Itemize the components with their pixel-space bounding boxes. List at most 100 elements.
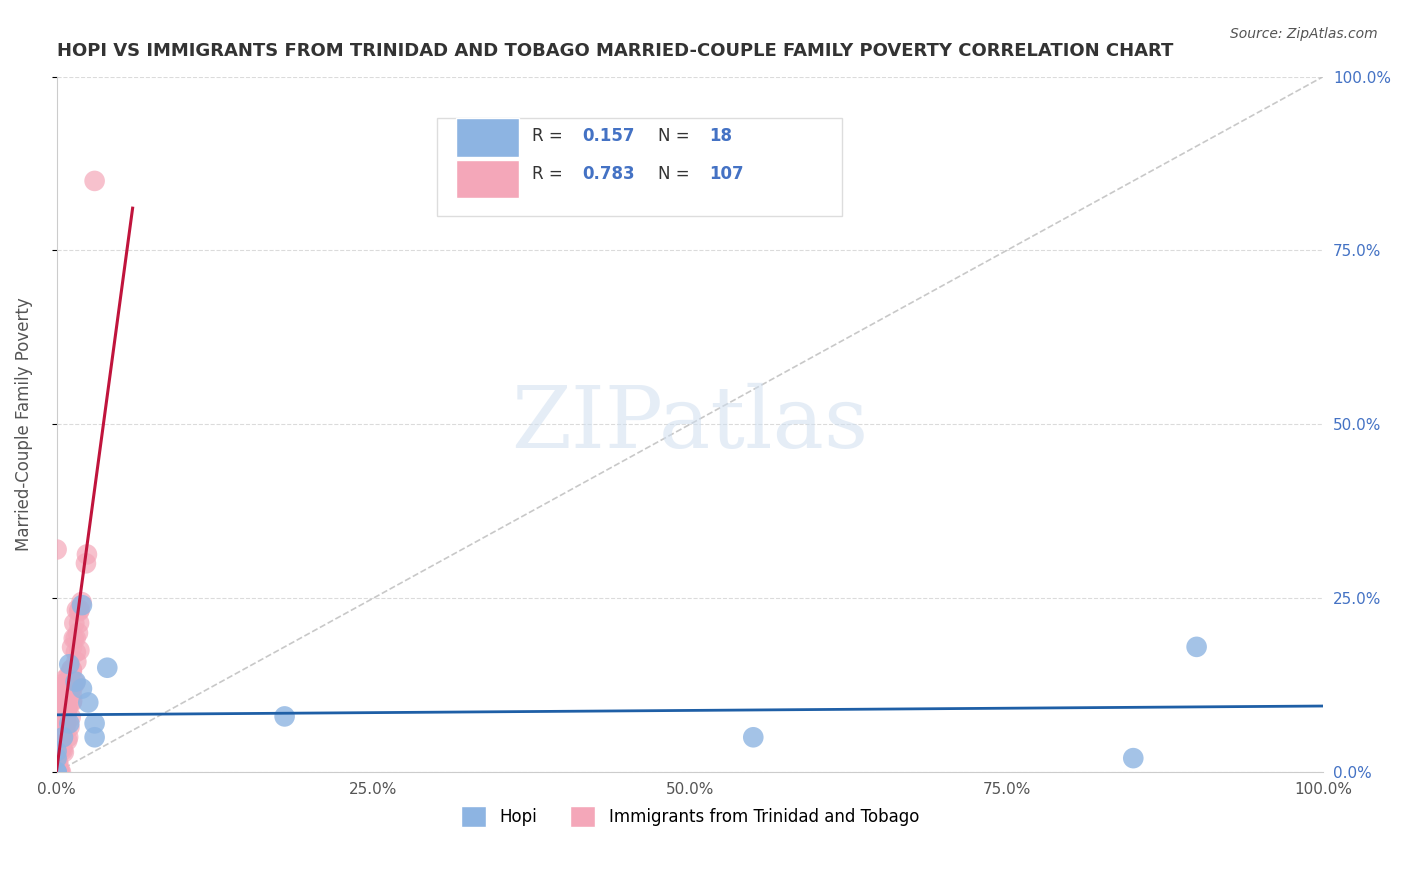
Legend: Hopi, Immigrants from Trinidad and Tobago: Hopi, Immigrants from Trinidad and Tobag…	[454, 799, 925, 833]
Point	[49, 734, 72, 748]
Point	[46, 736, 69, 750]
Point	[49, 726, 72, 740]
Point	[58, 720, 80, 734]
Point	[49, 730, 72, 744]
Point	[742, 731, 765, 745]
Point	[49, 722, 72, 736]
Point	[55, 717, 77, 731]
Point	[48, 765, 70, 780]
Point	[56, 690, 79, 705]
Point	[51, 688, 73, 702]
Point	[51, 732, 73, 747]
Point	[59, 679, 82, 693]
Point	[76, 548, 98, 562]
Point	[65, 674, 87, 689]
Point	[51, 741, 73, 756]
Point	[53, 700, 76, 714]
Point	[51, 741, 73, 756]
Point	[49, 741, 72, 756]
Point	[63, 675, 86, 690]
Point	[70, 681, 93, 696]
Point	[55, 706, 77, 721]
Point	[48, 731, 70, 745]
Point	[53, 673, 76, 687]
Point	[45, 735, 67, 749]
Point	[48, 765, 70, 780]
Point	[65, 645, 87, 659]
Point	[48, 727, 70, 741]
Point	[52, 745, 75, 759]
Point	[48, 734, 70, 748]
Point	[46, 740, 69, 755]
Point	[55, 706, 77, 721]
Text: 107: 107	[709, 165, 744, 183]
Point	[62, 632, 84, 646]
Point	[56, 674, 79, 689]
Point	[77, 696, 100, 710]
Point	[1185, 640, 1208, 654]
Point	[56, 733, 79, 747]
Point	[45, 746, 67, 760]
Point	[58, 677, 80, 691]
Y-axis label: Married-Couple Family Poverty: Married-Couple Family Poverty	[15, 297, 32, 551]
Point	[46, 765, 69, 780]
Point	[52, 682, 75, 697]
Point	[56, 699, 79, 714]
Point	[58, 675, 80, 690]
Point	[96, 661, 118, 675]
Point	[53, 686, 76, 700]
Point	[52, 728, 75, 742]
Point	[48, 756, 70, 771]
Point	[45, 756, 67, 770]
FancyBboxPatch shape	[456, 160, 519, 198]
Point	[45, 765, 67, 780]
Point	[60, 662, 83, 676]
Point	[51, 711, 73, 725]
Point	[59, 710, 82, 724]
Point	[45, 759, 67, 773]
Point	[67, 615, 90, 630]
Text: ZIPatlas: ZIPatlas	[512, 383, 869, 466]
Point	[46, 765, 69, 780]
Text: 18: 18	[709, 127, 733, 145]
Point	[67, 604, 90, 618]
Text: R =: R =	[531, 165, 568, 183]
Point	[58, 657, 80, 672]
Point	[60, 694, 83, 708]
Point	[49, 723, 72, 737]
Point	[69, 602, 91, 616]
Point	[48, 727, 70, 741]
Point	[46, 756, 69, 770]
Point	[52, 679, 75, 693]
Point	[49, 735, 72, 749]
Point	[48, 728, 70, 742]
Point	[45, 542, 67, 557]
Text: 0.157: 0.157	[582, 127, 634, 145]
Point	[49, 733, 72, 747]
Point	[45, 735, 67, 749]
Point	[62, 679, 84, 693]
Point	[55, 710, 77, 724]
FancyBboxPatch shape	[437, 119, 842, 216]
Point	[55, 706, 77, 721]
Point	[60, 664, 83, 678]
Text: R =: R =	[531, 127, 568, 145]
Point	[58, 716, 80, 731]
Point	[53, 721, 76, 735]
Point	[45, 756, 67, 770]
Point	[52, 703, 75, 717]
Point	[60, 688, 83, 702]
Point	[65, 632, 87, 646]
Point	[60, 681, 83, 696]
Point	[45, 765, 67, 780]
Point	[45, 765, 67, 780]
Point	[48, 712, 70, 726]
Point	[66, 603, 89, 617]
Point	[273, 709, 295, 723]
Point	[83, 731, 105, 745]
Point	[56, 730, 79, 744]
Point	[70, 598, 93, 612]
Point	[55, 691, 77, 706]
Point	[83, 174, 105, 188]
Point	[46, 759, 69, 773]
